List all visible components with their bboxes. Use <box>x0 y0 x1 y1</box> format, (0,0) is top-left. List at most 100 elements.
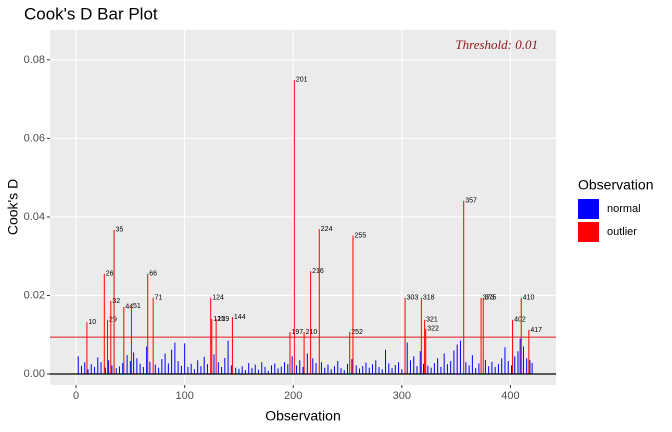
bar <box>423 363 425 375</box>
bar <box>100 362 102 375</box>
legend-key <box>578 222 599 242</box>
bar <box>139 363 141 375</box>
bar <box>330 369 332 375</box>
bar <box>520 297 522 375</box>
bar <box>126 355 128 375</box>
bar <box>406 342 408 375</box>
bar <box>351 359 353 375</box>
bar <box>401 369 403 375</box>
bar <box>200 366 202 375</box>
bar <box>303 331 305 375</box>
bar <box>122 363 124 375</box>
bar-label: 357 <box>465 198 477 205</box>
bar <box>368 367 370 375</box>
bar <box>494 366 496 375</box>
bar <box>77 356 79 375</box>
bar <box>318 229 320 375</box>
bar <box>306 353 308 375</box>
bar <box>327 364 329 375</box>
bar <box>347 363 349 375</box>
bar <box>190 363 192 375</box>
bar <box>84 362 86 375</box>
bar <box>261 362 263 375</box>
bar <box>398 362 400 375</box>
bar <box>147 273 149 375</box>
bar <box>184 343 186 375</box>
bar-label: 321 <box>426 317 438 324</box>
bar <box>471 355 473 375</box>
bar <box>450 361 452 375</box>
bar <box>404 297 406 375</box>
bar <box>241 366 243 375</box>
bar <box>177 361 179 375</box>
x-tick-label: 400 <box>501 390 519 402</box>
bar-label: 373 <box>483 295 495 302</box>
bar <box>227 340 229 375</box>
bar-label: 318 <box>423 295 435 302</box>
bar <box>231 317 233 375</box>
bar <box>238 368 240 375</box>
bar <box>484 359 486 375</box>
x-axis-label: Observation <box>265 408 340 424</box>
bar <box>284 362 286 375</box>
legend-key <box>578 199 599 219</box>
bar-label: 210 <box>306 329 318 336</box>
bar <box>358 368 360 375</box>
bar-label: 375 <box>485 295 497 302</box>
bar <box>463 200 465 375</box>
bar-label: 66 <box>149 271 157 278</box>
bar <box>80 365 82 375</box>
bar <box>409 360 411 375</box>
bar <box>375 360 377 375</box>
bar <box>108 360 110 375</box>
bar-label: 197 <box>291 329 303 336</box>
bar <box>420 297 422 375</box>
bar <box>491 361 493 375</box>
bar <box>391 368 393 375</box>
bar <box>433 363 435 375</box>
bar <box>299 360 301 375</box>
bar <box>248 363 250 375</box>
bar <box>482 297 484 375</box>
bar <box>519 338 521 375</box>
bar <box>419 351 421 375</box>
bar <box>475 368 477 375</box>
bar-label: 417 <box>530 327 542 334</box>
bar <box>315 363 317 375</box>
legend-label: normal <box>607 203 641 215</box>
bar <box>107 319 109 375</box>
bar <box>480 297 482 375</box>
bar <box>291 356 293 375</box>
chart-title: Cook's D Bar Plot <box>24 4 158 23</box>
bar <box>362 366 364 375</box>
y-axis-label: Cook's D <box>5 179 21 235</box>
bar <box>215 319 217 375</box>
bar <box>217 362 219 375</box>
legend-title: Observation <box>578 177 653 193</box>
bar <box>425 328 427 375</box>
bar-label: 303 <box>407 295 419 302</box>
bar <box>174 342 176 375</box>
bar <box>161 359 163 375</box>
bar <box>103 273 105 375</box>
bar-label: 35 <box>116 227 124 234</box>
bar <box>385 349 387 375</box>
bar <box>164 353 166 375</box>
bar-label: 71 <box>155 295 163 302</box>
bar <box>203 356 205 375</box>
bar <box>394 364 396 375</box>
bar <box>388 363 390 375</box>
bar <box>277 368 279 375</box>
bar <box>271 365 273 375</box>
bar-label: 26 <box>106 271 114 278</box>
bar <box>244 370 246 375</box>
bar <box>149 361 151 375</box>
bar <box>531 363 533 375</box>
bar <box>206 364 208 375</box>
bar-label: 402 <box>514 317 526 324</box>
bar <box>87 369 89 375</box>
bar <box>211 319 213 375</box>
bar <box>254 364 256 375</box>
bar-label: 51 <box>133 303 141 310</box>
